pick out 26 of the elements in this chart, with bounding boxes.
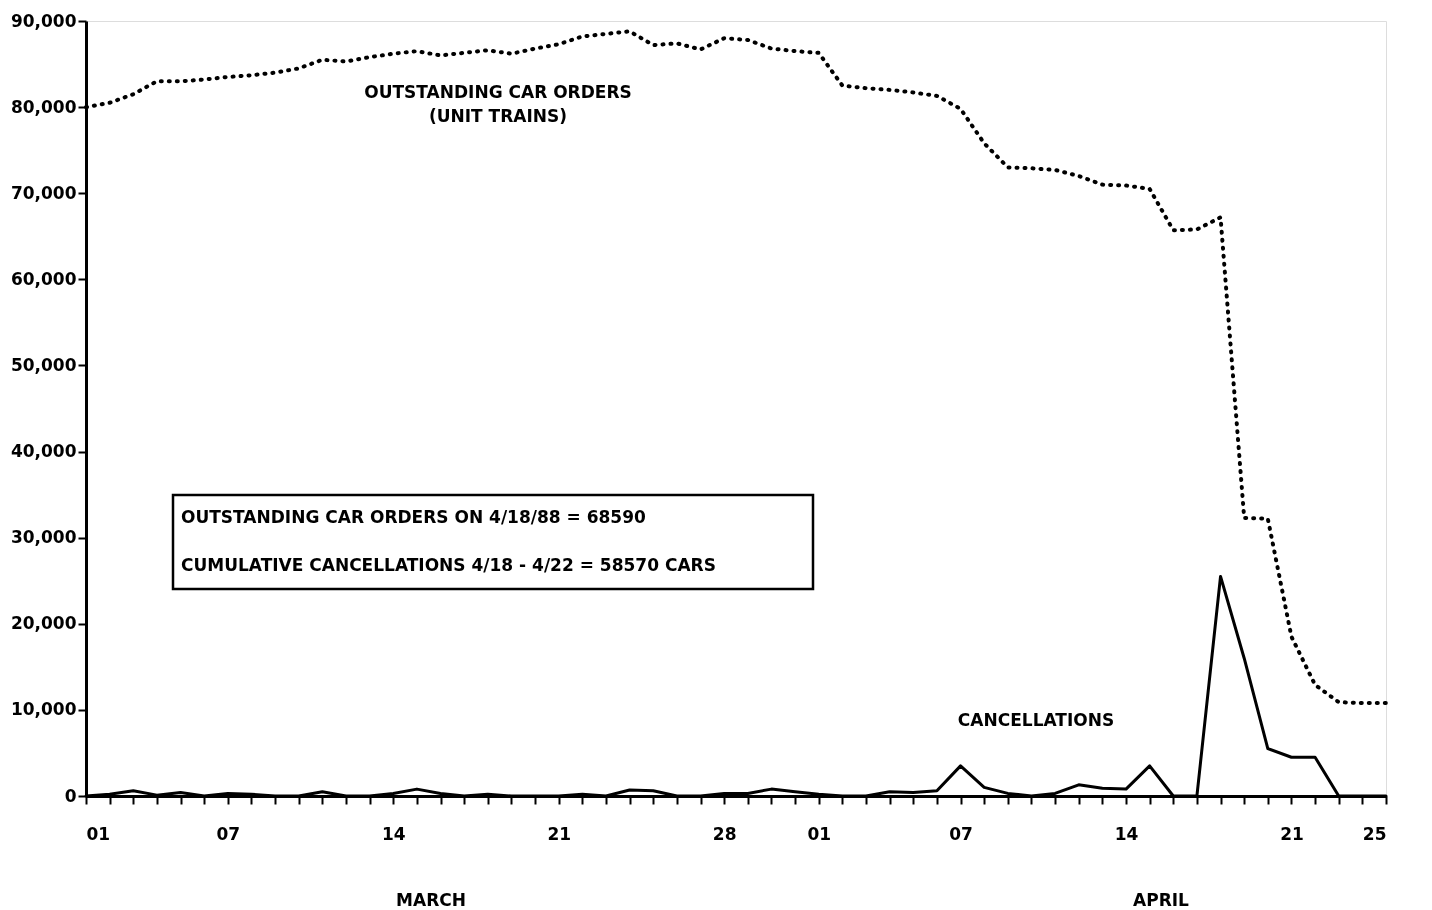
text: APRIL <box>1133 890 1190 910</box>
y-tick-label: 0 <box>64 785 77 806</box>
y-tick-label: 30,000 <box>10 527 77 548</box>
x-tick-label: 14 <box>381 823 406 844</box>
x-tick-label: 07 <box>949 823 973 844</box>
annotation: CUMULATIVE CANCELLATIONS 4/18 - 4/22 = 58570 CARS <box>181 555 716 575</box>
y-tick-label: 50,000 <box>10 354 77 375</box>
text: MARCH <box>396 890 466 910</box>
text: CANCELLATIONS <box>957 710 1115 730</box>
y-tick-label: 80,000 <box>10 96 77 117</box>
x-tick-label: 21 <box>1280 823 1304 844</box>
y-tick-label: 20,000 <box>10 613 77 634</box>
x-tick-label: 21 <box>547 823 572 844</box>
x-tick-label: 07 <box>216 823 241 844</box>
x-tick-label: 25 <box>1362 823 1387 844</box>
x-tick-label: 14 <box>1114 823 1139 844</box>
x-tick-label: 01 <box>807 823 832 844</box>
y-tick-label: 60,000 <box>10 268 77 289</box>
series-label: OUTSTANDING CAR ORDERS (UNIT TRAINS) <box>364 82 632 126</box>
y-tick-label: 40,000 <box>10 441 77 462</box>
x-tick-label: 01 <box>86 823 111 844</box>
x-tick-label: 28 <box>712 823 737 844</box>
y-tick-label: 70,000 <box>10 182 77 203</box>
annotation: OUTSTANDING CAR ORDERS ON 4/18/88 = 68590 <box>181 507 647 527</box>
y-tick-label: 10,000 <box>10 699 77 720</box>
y-tick-label: 90,000 <box>10 10 77 31</box>
